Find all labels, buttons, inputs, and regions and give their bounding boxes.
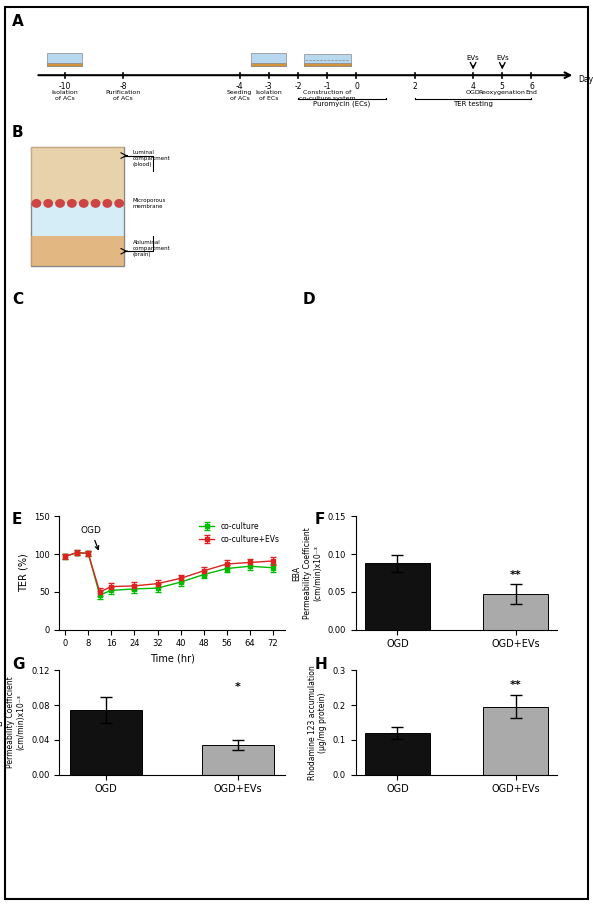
Bar (365, 733, 430, 775)
Text: Seeding
of ACs: Seeding of ACs (227, 91, 253, 101)
Text: -2: -2 (294, 82, 302, 91)
Bar (47, 53, 82, 65)
Text: **: ** (510, 680, 522, 690)
Text: *: * (235, 681, 241, 691)
Text: DAPI: DAPI (311, 408, 330, 413)
Text: TER testing: TER testing (453, 101, 493, 107)
Bar (202, 745, 275, 775)
Text: Microporous
membrane: Microporous membrane (133, 198, 166, 208)
Circle shape (91, 199, 100, 207)
Bar (251, 63, 286, 65)
Y-axis label: TER (%): TER (%) (18, 554, 28, 593)
Text: A: A (12, 14, 24, 30)
Circle shape (103, 199, 111, 207)
Text: H: H (314, 657, 327, 672)
Text: G: G (12, 657, 24, 672)
Circle shape (56, 199, 64, 207)
Text: Isolation
of ACs: Isolation of ACs (52, 91, 78, 101)
Text: Merge: Merge (447, 408, 471, 413)
Bar (31, 147, 125, 204)
Text: CD31: CD31 (432, 131, 455, 140)
Text: 2: 2 (412, 82, 417, 91)
Text: EVs: EVs (496, 55, 509, 61)
Text: 5: 5 (500, 82, 505, 91)
Bar (251, 53, 286, 65)
Text: Astrocytes: Astrocytes (197, 208, 244, 217)
Bar (69, 710, 142, 775)
Y-axis label: EBA
Permeability Coefficient
(cm/min)x10⁻³: EBA Permeability Coefficient (cm/min)x10… (292, 527, 322, 619)
FancyBboxPatch shape (31, 147, 125, 266)
Bar (365, 564, 430, 630)
Text: CD31: CD31 (23, 304, 44, 310)
Text: Construction of
co-culture system: Construction of co-culture system (299, 91, 356, 101)
Text: F: F (314, 512, 324, 527)
Text: DAPI: DAPI (23, 408, 42, 413)
Text: EVs: EVs (467, 55, 480, 61)
Text: GFAP: GFAP (315, 208, 337, 217)
Circle shape (44, 199, 52, 207)
Text: GFAP: GFAP (311, 304, 331, 310)
Text: E: E (12, 512, 22, 527)
Text: D: D (302, 292, 315, 307)
Y-axis label: LY
Permeability Coefficient
(cm/min)x10⁻³: LY Permeability Coefficient (cm/min)x10⁻… (0, 677, 25, 768)
Text: **: ** (510, 571, 522, 581)
Bar (47, 63, 82, 65)
Text: EVs-DiI: EVs-DiI (160, 304, 187, 310)
Text: B: B (12, 125, 24, 140)
Text: Purification
of ACs: Purification of ACs (106, 91, 141, 101)
Text: OGD: OGD (466, 91, 480, 95)
Text: Isolation
of ECs: Isolation of ECs (256, 91, 282, 101)
Bar (31, 236, 125, 266)
Text: ECs: ECs (197, 131, 213, 140)
Text: Merge: Merge (160, 408, 184, 413)
Bar (304, 54, 350, 65)
Text: -10: -10 (59, 82, 71, 91)
Text: 0: 0 (354, 82, 359, 91)
Text: 4: 4 (471, 82, 476, 91)
Text: EVs-DiI: EVs-DiI (447, 304, 474, 310)
Text: End: End (525, 91, 537, 95)
Bar (483, 707, 549, 775)
Text: ZO-1: ZO-1 (315, 131, 336, 140)
X-axis label: Time (hr): Time (hr) (149, 654, 195, 664)
Text: C: C (12, 292, 23, 307)
Text: Reoxygenation: Reoxygenation (479, 91, 526, 95)
Text: -3: -3 (265, 82, 273, 91)
Text: -4: -4 (236, 82, 244, 91)
Text: S100B: S100B (432, 208, 459, 217)
Legend: co-culture, co-culture+EVs: co-culture, co-culture+EVs (197, 520, 281, 545)
Bar (304, 63, 350, 65)
Text: 6: 6 (529, 82, 534, 91)
Text: -8: -8 (119, 82, 127, 91)
Bar (483, 594, 549, 630)
Text: OGD: OGD (81, 526, 101, 550)
Y-axis label: Rhodamine 123 accumulation
(μg/mg protein): Rhodamine 123 accumulation (μg/mg protei… (308, 665, 327, 780)
Text: Abluminal
compartment
(brain): Abluminal compartment (brain) (133, 240, 170, 256)
Text: -1: -1 (324, 82, 331, 91)
Circle shape (79, 199, 88, 207)
Text: Puromycin (ECs): Puromycin (ECs) (313, 101, 371, 108)
Text: Days: Days (578, 75, 593, 84)
Circle shape (68, 199, 76, 207)
Text: Luminal
compartment
(blood): Luminal compartment (blood) (133, 150, 170, 167)
Circle shape (115, 199, 123, 207)
Circle shape (32, 199, 40, 207)
